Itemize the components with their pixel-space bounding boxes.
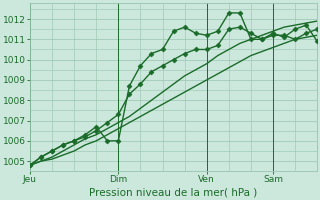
X-axis label: Pression niveau de la mer( hPa ): Pression niveau de la mer( hPa )	[90, 187, 258, 197]
